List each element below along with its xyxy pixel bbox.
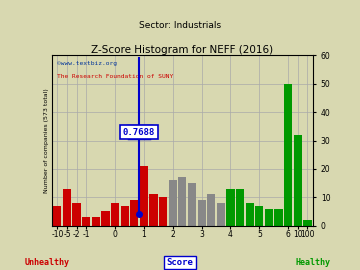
Bar — [169, 180, 177, 226]
Bar — [217, 203, 225, 226]
Bar — [284, 84, 292, 226]
Bar — [102, 211, 109, 226]
Bar — [207, 194, 215, 226]
Bar — [140, 166, 148, 226]
Bar — [149, 194, 158, 226]
Bar — [255, 206, 264, 226]
Text: ©www.textbiz.org: ©www.textbiz.org — [57, 60, 117, 66]
Y-axis label: Number of companies (573 total): Number of companies (573 total) — [44, 88, 49, 193]
Bar — [178, 177, 186, 226]
Bar — [246, 203, 254, 226]
Text: Healthy: Healthy — [296, 258, 331, 266]
Bar — [121, 206, 129, 226]
Bar — [53, 206, 62, 226]
Bar — [265, 209, 273, 226]
Text: 0.7688: 0.7688 — [122, 127, 155, 137]
Bar — [274, 209, 283, 226]
Bar — [198, 200, 206, 226]
Bar — [294, 135, 302, 226]
Title: Z-Score Histogram for NEFF (2016): Z-Score Histogram for NEFF (2016) — [91, 45, 274, 55]
Text: Unhealthy: Unhealthy — [24, 258, 69, 266]
Bar — [92, 217, 100, 226]
Bar — [159, 197, 167, 226]
Bar — [111, 203, 119, 226]
Bar — [226, 189, 235, 226]
Bar — [236, 189, 244, 226]
Text: Sector: Industrials: Sector: Industrials — [139, 21, 221, 30]
Bar — [303, 220, 311, 226]
Bar — [63, 189, 71, 226]
Bar — [72, 203, 81, 226]
Text: Score: Score — [167, 258, 193, 266]
Bar — [130, 200, 138, 226]
Bar — [188, 183, 196, 226]
Text: The Research Foundation of SUNY: The Research Foundation of SUNY — [57, 74, 173, 79]
Bar — [82, 217, 90, 226]
